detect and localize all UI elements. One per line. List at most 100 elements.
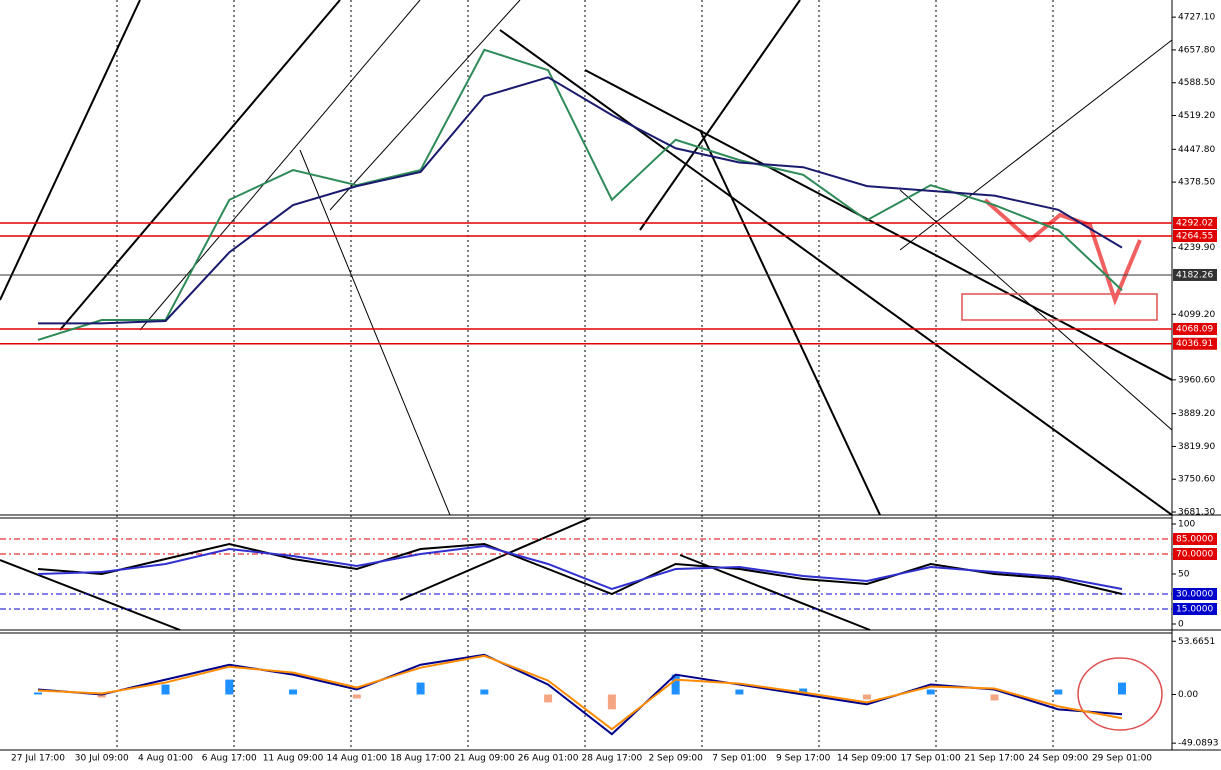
level-label: 4182.26 [1173,268,1217,281]
highlight-circle [1077,657,1163,731]
histogram-bar [161,684,170,695]
histogram-bar [1118,682,1126,695]
x-tick-label: 21 Sep 17:00 [964,754,1024,764]
x-tick-label: 29 Sep 01:00 [1092,754,1152,764]
trendline [899,39,1173,251]
level-text: 15.0000 [1176,605,1213,615]
series-line [37,654,1123,731]
level-box [1173,217,1217,230]
separators [116,0,1054,750]
histogram-bar [671,674,680,695]
x-tick-label: 30 Jul 09:00 [75,754,129,764]
level-label: 4036.91 [1173,337,1217,350]
y-tick-label: 4657.80 [1178,45,1215,55]
trendline [899,189,1173,431]
x-tick-label: 24 Sep 09:00 [1028,754,1088,764]
histogram-bar [862,694,871,700]
trendline [299,149,451,516]
y-tick-label: 0 [1178,620,1184,630]
level-box [1173,268,1217,281]
level-box [1173,548,1217,560]
y-tick-label: 4519.20 [1178,111,1215,121]
level-box [1173,230,1217,243]
histogram-bar [607,694,616,710]
level-label: 85.0000 [1173,533,1217,545]
trendline [329,0,521,211]
histogram-bar [735,689,744,695]
trendline [699,129,881,516]
histogram-bar [480,689,489,695]
y-tick-label: 50 [1178,570,1190,580]
histogram-bar [416,682,425,695]
series-line [37,48,1123,341]
trendline [639,0,801,231]
y-tick-label: 4099.20 [1178,310,1215,320]
level-label: 30.0000 [1173,588,1217,600]
trendline [399,517,591,601]
level-label: 4292.02 [1173,217,1217,230]
x-tick-label: 6 Aug 17:00 [202,754,257,764]
x-tick-label: 14 Sep 09:00 [837,754,897,764]
y-tick-label: 4239.90 [1178,243,1215,253]
histogram-bar [990,694,999,701]
y-tick-label: 0.00 [1178,690,1198,700]
series-line [37,542,1123,596]
y-tick-label: 3889.20 [1178,409,1215,419]
y-tick-label: 3960.60 [1178,375,1215,385]
y-tick-label: 3819.90 [1178,442,1215,452]
level-text: 4036.91 [1176,339,1213,349]
x-tick-label: 21 Aug 09:00 [454,754,515,764]
level-text: 70.0000 [1176,550,1213,560]
y-tick-label: 100 [1178,520,1195,530]
level-text: 4068.09 [1176,324,1213,334]
x-tick-label: 14 Aug 01:00 [326,754,387,764]
x-tick-label: 2 Sep 09:00 [648,754,703,764]
y-tick-label: 4588.50 [1178,78,1215,88]
x-tick-label: 18 Aug 17:00 [390,754,451,764]
level-label: 4068.09 [1173,322,1217,335]
y-tick-label: 4378.50 [1178,178,1215,188]
level-label: 70.0000 [1173,548,1217,560]
histogram-bar [97,694,106,698]
series-line [37,653,1123,736]
x-tick-label: 17 Sep 01:00 [901,754,961,764]
series-line [37,544,1123,591]
x-tick-label: 11 Aug 09:00 [263,754,324,764]
x-tick-label: 27 Jul 17:00 [11,754,65,764]
y-tick-label: 3750.60 [1178,475,1215,485]
series-line [38,76,1123,325]
y-tick-label: 4447.80 [1178,145,1215,155]
level-box [1173,603,1217,615]
x-tick-label: 28 Aug 17:00 [582,754,643,764]
highlight-box [961,293,1158,321]
frame [0,0,1221,751]
level-label: 15.0000 [1173,603,1217,615]
level-box [1173,588,1217,600]
level-box [1173,337,1217,350]
y-tick-label: 4727.10 [1178,13,1215,23]
x-tick-label: 26 Aug 01:00 [518,754,579,764]
y-tick-label: 3681.30 [1178,508,1215,518]
histogram-bar [289,689,298,695]
trendline [499,29,1173,516]
trendline [0,559,181,631]
level-box [1173,533,1217,545]
histogram-bar [1054,689,1063,695]
level-text: 4292.02 [1176,219,1213,229]
level-text: 4264.55 [1176,232,1213,242]
histogram-bar [34,692,42,695]
histogram-bar [352,694,361,699]
x-tick-label: 9 Sep 17:00 [776,754,831,764]
x-tick-label: 4 Aug 01:00 [138,754,193,764]
x-tick-label: 7 Sep 01:00 [712,754,767,764]
level-text: 85.0000 [1176,535,1213,545]
level-text: 30.0000 [1176,590,1213,600]
histogram-bar [225,679,234,695]
level-text: 4182.26 [1176,270,1213,280]
histogram-bar [926,689,935,695]
y-tick-label: -49.0893 [1178,739,1218,749]
y-tick-label: 53.6651 [1178,637,1215,647]
